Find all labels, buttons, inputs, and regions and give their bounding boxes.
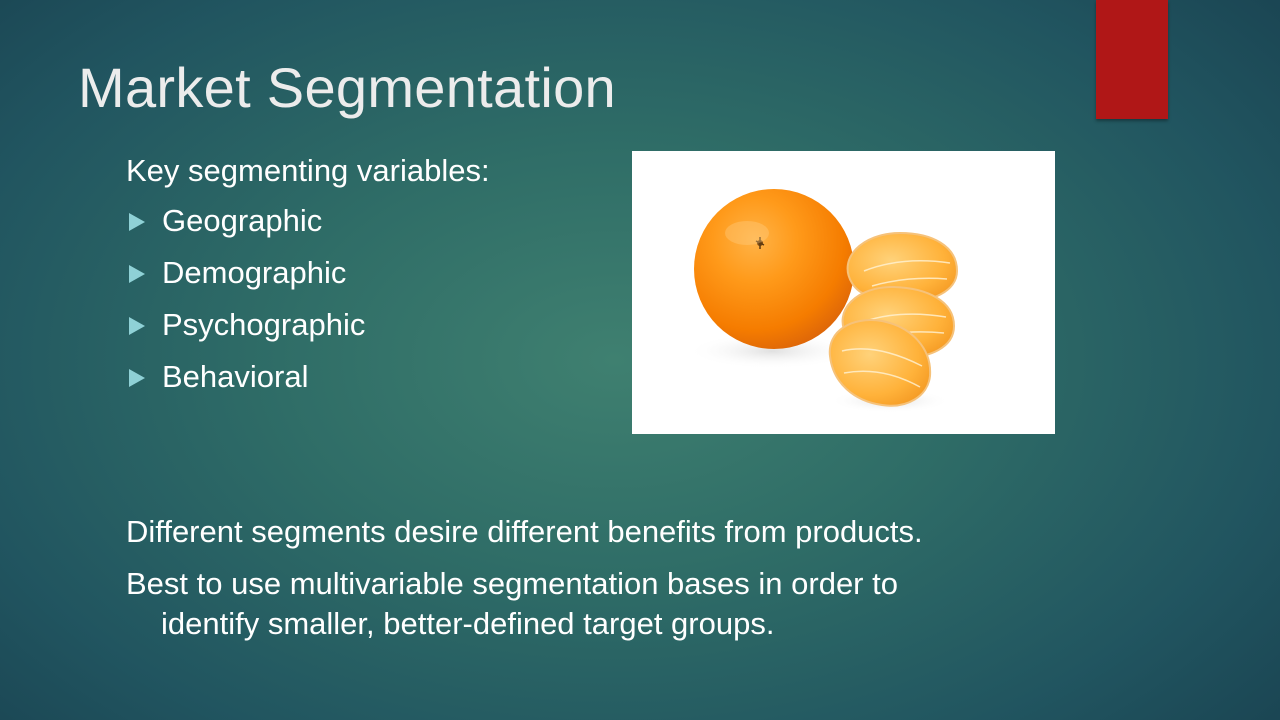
- orange-and-segments-icon: [687, 189, 959, 413]
- multivariable-statement-line-1: Best to use multivariable segmentation b…: [126, 566, 898, 601]
- bullet-label: Geographic: [162, 203, 323, 238]
- benefits-statement: Different segments desire different bene…: [126, 514, 923, 549]
- bullet-label: Psychographic: [162, 307, 366, 342]
- slide-title: Market Segmentation: [78, 56, 616, 119]
- bullet-label: Behavioral: [162, 359, 309, 394]
- triangle-bullet-icon: [129, 265, 145, 283]
- intro-text: Key segmenting variables:: [126, 153, 490, 188]
- triangle-bullet-icon: [129, 317, 145, 335]
- multivariable-statement-line-2: identify smaller, better-defined target …: [161, 606, 775, 641]
- orange-photo: [632, 151, 1055, 434]
- triangle-bullet-icon: [129, 213, 145, 231]
- bullet-label: Demographic: [162, 255, 347, 290]
- triangle-bullet-icon: [129, 369, 145, 387]
- red-accent-bar: [1096, 0, 1168, 119]
